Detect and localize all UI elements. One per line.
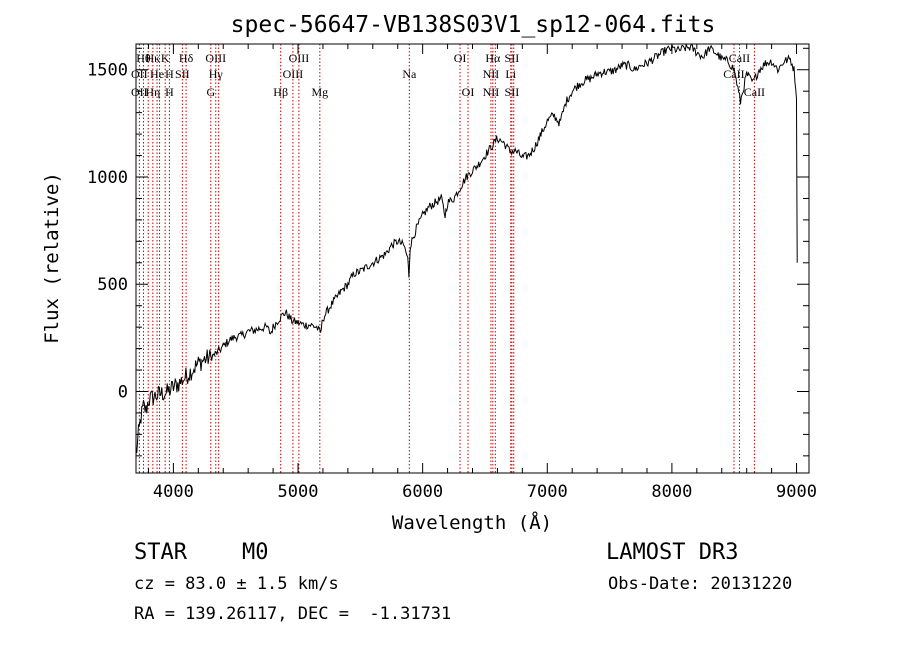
x-tick-label: 9000 bbox=[776, 482, 817, 502]
x-tick-label: 7000 bbox=[527, 482, 568, 502]
series-line-0 bbox=[135, 43, 798, 454]
line-label-27-0: CaII bbox=[729, 51, 750, 65]
line-label-19-0: OI bbox=[462, 85, 475, 99]
x-tick-label: 8000 bbox=[651, 482, 692, 502]
redshift-value: cz = 83.0 ± 1.5 km/s bbox=[134, 574, 339, 594]
line-label-11-0: Hγ bbox=[209, 67, 224, 81]
line-label-3-1: Hκ bbox=[145, 51, 160, 65]
line-label-10-0: G bbox=[206, 85, 215, 99]
obs-date: Obs-Date: 20131220 bbox=[608, 574, 793, 594]
coordinates: RA = 139.26117, DEC = -1.31731 bbox=[134, 604, 452, 624]
spectrum-series bbox=[135, 43, 798, 454]
line-label-9-0: Hδ bbox=[179, 51, 194, 65]
line-label-7-0: H bbox=[165, 85, 174, 99]
line-label-0-1: OII bbox=[131, 85, 148, 99]
y-axis-label: Flux (relative) bbox=[41, 172, 63, 344]
line-label-21-0: Hα bbox=[485, 51, 501, 65]
object-class: STAR bbox=[134, 540, 187, 565]
y-tick-labels: 0 500 1000 1500 bbox=[87, 61, 128, 403]
line-label-3-0: Hη bbox=[145, 85, 160, 99]
line-label-24-1: SII bbox=[505, 85, 520, 99]
survey-name: LAMOST DR3 bbox=[606, 540, 739, 565]
line-label-15-0: OIII bbox=[289, 51, 310, 65]
x-tick-label: 4000 bbox=[153, 482, 194, 502]
line-label-7-1: H bbox=[165, 67, 174, 81]
line-label-17-0: Na bbox=[402, 67, 417, 81]
chart-title: spec-56647-VB138S03V1_sp12-064.fits bbox=[231, 12, 716, 38]
line-label-18-0: OI bbox=[454, 51, 467, 65]
y-tick-label: 0 bbox=[118, 382, 128, 402]
spectral-line-markers bbox=[138, 44, 755, 473]
line-label-6-0: K bbox=[161, 51, 170, 65]
line-label-24-0: SII bbox=[505, 51, 520, 65]
line-label-8-0: SII bbox=[175, 67, 190, 81]
axis-ticks bbox=[136, 44, 809, 473]
object-subclass: M0 bbox=[242, 540, 269, 565]
line-label-26-0: CaII bbox=[723, 67, 744, 81]
y-tick-label: 500 bbox=[97, 275, 128, 295]
plot-frame bbox=[135, 43, 810, 474]
line-label-14-0: OIII bbox=[283, 67, 304, 81]
line-label-20-0: NII bbox=[483, 67, 500, 81]
line-label-16-0: Mg bbox=[311, 85, 328, 99]
line-label-1-0: Hθ bbox=[136, 51, 151, 65]
x-axis-label: Wavelength (Å) bbox=[392, 511, 552, 534]
line-label-11-1: OIII bbox=[205, 51, 226, 65]
y-tick-label: 1500 bbox=[87, 61, 128, 81]
x-tick-label: 6000 bbox=[402, 482, 443, 502]
x-tick-label: 5000 bbox=[278, 482, 319, 502]
line-label-28-0: CaII bbox=[744, 85, 765, 99]
line-label-4-0: He bbox=[150, 67, 164, 81]
line-label-13-0: Hβ bbox=[273, 85, 288, 99]
line-label-0-0: OII bbox=[131, 67, 148, 81]
y-tick-label: 1000 bbox=[87, 168, 128, 188]
line-label-20-1: NII bbox=[483, 85, 500, 99]
x-tick-labels: 4000 5000 6000 7000 8000 9000 bbox=[153, 482, 817, 502]
line-label-23-0: Li bbox=[505, 67, 516, 81]
